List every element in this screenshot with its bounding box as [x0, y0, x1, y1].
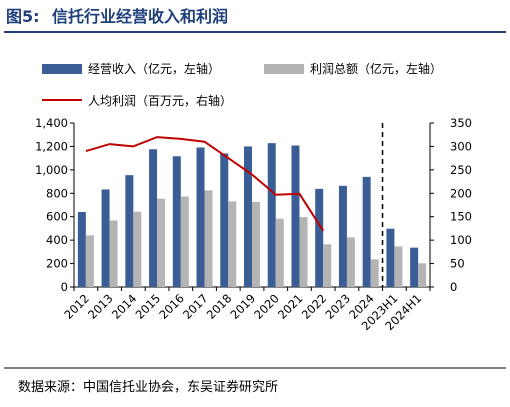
- bar-profit-2012: [85, 235, 94, 287]
- left-tick-label: 600: [46, 210, 68, 224]
- left-tick-label: 200: [46, 257, 68, 271]
- left-tick-label: 1,400: [35, 116, 68, 130]
- x-tick-label-2016: 2016: [156, 291, 187, 322]
- right-tick-label: 250: [450, 163, 472, 177]
- bar-profit-2023: [346, 237, 355, 287]
- bar-revenue-2023H1: [386, 228, 395, 287]
- left-tick-label: 800: [46, 186, 68, 200]
- line-per-capita: [85, 136, 325, 232]
- left-tick-label: 1,200: [35, 139, 68, 153]
- bar-profit-2015: [157, 198, 166, 287]
- x-tick-label-2019: 2019: [228, 291, 259, 322]
- right-tick-label: 0: [450, 280, 457, 294]
- bar-revenue-2024: [362, 176, 371, 287]
- x-tick-label-2022: 2022: [299, 291, 330, 322]
- left-tick-label: 1,000: [35, 163, 68, 177]
- bar-revenue-2018: [220, 153, 229, 287]
- legend: 经营收入（亿元，左轴） 利润总额（亿元，左轴） 人均利润（百万元，右轴）: [42, 61, 442, 108]
- source-note: 数据来源：中国信托业协会，东吴证券研究所: [18, 379, 278, 395]
- bar-revenue-2020: [267, 143, 276, 287]
- bar-profit-2020: [275, 218, 284, 287]
- bar-revenue-2022: [315, 188, 324, 287]
- left-tick-label: 400: [46, 233, 68, 247]
- bar-profit-2017: [204, 190, 213, 287]
- legend-label-per-capita: 人均利润（百万元，右轴）: [88, 93, 232, 108]
- bar-profit-2018: [228, 201, 237, 287]
- figure-label: 图5:: [6, 7, 40, 26]
- bar-revenue-2024H1: [410, 247, 419, 287]
- left-tick-label: 0: [61, 280, 68, 294]
- legend-swatch-revenue: [42, 64, 82, 74]
- legend-label-revenue: 经营收入（亿元，左轴）: [88, 61, 220, 76]
- figure-title: 信托行业经营收入和利润: [52, 7, 228, 26]
- legend-swatch-profit: [264, 64, 304, 74]
- bar-revenue-2012: [77, 212, 86, 287]
- x-tick-label-2014: 2014: [109, 291, 140, 322]
- bar-revenue-2015: [149, 149, 158, 287]
- bar-profit-2023H1: [394, 246, 403, 287]
- bar-profit-2014: [133, 211, 142, 287]
- right-tick-label: 100: [450, 233, 472, 247]
- legend-label-profit: 利润总额（亿元，左轴）: [310, 61, 442, 76]
- bar-revenue-2021: [291, 145, 300, 287]
- bar-revenue-2016: [172, 156, 181, 287]
- x-tick-label-2018: 2018: [204, 291, 235, 322]
- right-tick-label: 50: [450, 257, 465, 271]
- right-tick-label: 150: [450, 210, 472, 224]
- bar-revenue-2017: [196, 147, 205, 287]
- x-tick-label-2015: 2015: [133, 291, 164, 322]
- bar-profit-2022: [323, 244, 332, 287]
- x-tick-label-2017: 2017: [180, 291, 211, 322]
- bar-profit-2024: [370, 259, 379, 287]
- bar-revenue-2019: [244, 146, 252, 287]
- x-tick-label-2023: 2023: [322, 291, 353, 322]
- x-tick-label-2012: 2012: [61, 291, 92, 322]
- bar-profit-2019: [252, 201, 260, 287]
- bar-revenue-2023: [338, 185, 347, 287]
- x-tick-label-2013: 2013: [85, 291, 116, 322]
- plot-area: 0 200 400 600 800 1,000 1,200 1,400 0 50 100 150 200…: [35, 116, 472, 333]
- bar-profit-2024H1: [418, 263, 427, 287]
- bar-profit-2016: [180, 196, 189, 287]
- right-tick-label: 200: [450, 186, 472, 200]
- bar-profit-2013: [109, 220, 118, 287]
- bar-revenue-2014: [125, 175, 134, 287]
- x-tick-label-2020: 2020: [251, 291, 282, 322]
- bar-revenue-2013: [101, 189, 110, 287]
- right-tick-label: 300: [450, 139, 472, 153]
- bar-profit-2021: [299, 217, 308, 287]
- right-tick-label: 350: [450, 116, 472, 130]
- x-tick-label-2021: 2021: [275, 291, 306, 322]
